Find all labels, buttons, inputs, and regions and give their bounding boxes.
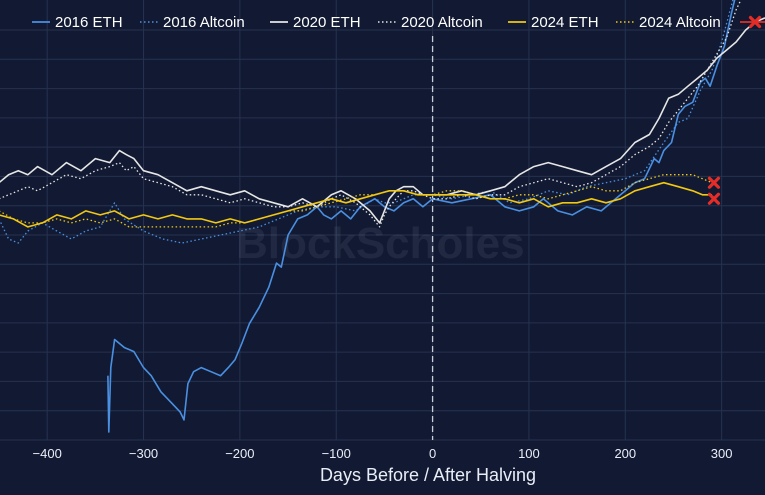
series-line-2020-eth xyxy=(0,17,765,224)
legend-item: 2016 Altcoin xyxy=(140,14,245,31)
x-tick-label: −200 xyxy=(225,446,254,461)
legend-label: 2020 Altcoin xyxy=(401,14,483,31)
legend-label: 2020 ETH xyxy=(293,14,361,31)
x-tick-label: −400 xyxy=(33,446,62,461)
legend-label: 2016 ETH xyxy=(55,14,123,31)
series-line-2016-eth xyxy=(107,0,736,433)
legend-label: 2016 Altcoin xyxy=(163,14,245,31)
legend-item-marker xyxy=(740,15,765,29)
x-tick-label: 0 xyxy=(429,446,436,461)
x-tick-label: 100 xyxy=(518,446,540,461)
marker-x xyxy=(707,176,721,189)
x-tick-label: −100 xyxy=(322,446,351,461)
series-line-2024-altcoin xyxy=(0,174,713,228)
series-group xyxy=(0,0,765,433)
legend-item: 2024 Altcoin xyxy=(616,14,721,31)
marker-group xyxy=(707,176,721,205)
series-line-2024-eth xyxy=(0,181,712,228)
legend-item: 2020 ETH xyxy=(270,14,361,31)
x-tick-label: −300 xyxy=(129,446,158,461)
legend: 2016 ETH 2016 Altcoin 2020 ETH 2020 Altcoin… xyxy=(32,14,765,31)
legend-item: 2020 Altcoin xyxy=(378,14,483,31)
legend-item: 2024 ETH xyxy=(508,14,599,31)
watermark: BlockScholes xyxy=(236,219,525,268)
legend-item: 2016 ETH xyxy=(32,14,123,31)
x-tick-label: 200 xyxy=(614,446,636,461)
x-tick-label: 300 xyxy=(711,446,733,461)
x-tick-labels: −400 −300 −200 −100 0 100 200 300 xyxy=(33,446,733,461)
marker-x xyxy=(707,192,721,205)
x-axis-label: Days Before / After Halving xyxy=(320,465,536,485)
legend-label: 2024 ETH xyxy=(531,14,599,31)
legend-label: 2024 Altcoin xyxy=(639,14,721,31)
